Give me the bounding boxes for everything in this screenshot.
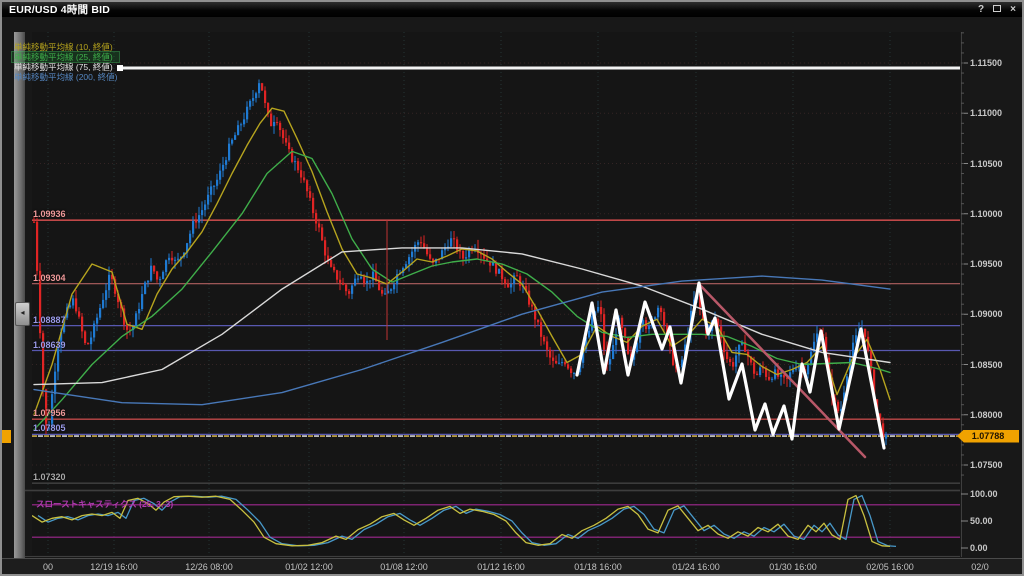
price-level-tag: 1.08887	[33, 314, 66, 325]
legend-item-sma--10-[interactable]: 単純移動平均線 (10, 終値)	[14, 42, 113, 52]
price-level-tag: 1.07320	[33, 472, 66, 483]
time-axis-label: 01/02 12:00	[285, 562, 333, 572]
stochastic-label: スローストキャスティクス (25, 3, 3)	[36, 499, 174, 509]
left-current-price-mark	[2, 430, 11, 443]
legend-item-sma--25-[interactable]: 単純移動平均線 (25, 終値)	[10, 51, 121, 63]
time-axis-label: 12/19 16:00	[90, 562, 138, 572]
time-axis-label: 01/24 16:00	[672, 562, 720, 572]
time-axis-label: 12/26 08:00	[185, 562, 233, 572]
close-button[interactable]: ×	[1010, 3, 1016, 15]
price-axis[interactable]: 1.07788 1.11500 1.11000 1.10500 1.10000 1.09…	[957, 2, 1022, 574]
time-axis[interactable]: 00 12/19 16:00 12/26 08:00 01/02 12:00 01/08…	[2, 558, 1022, 574]
price-axis-label: 1.08500	[970, 359, 1003, 370]
stochastic-axis-label: 0.00	[970, 543, 988, 553]
price-axis-label: 1.08000	[970, 409, 1003, 420]
ma-legend: 単純移動平均線 (10, 終値) 単純移動平均線 (25, 終値) 単純移動平均線 …	[10, 42, 121, 82]
price-axis-label: 1.10000	[970, 208, 1003, 219]
price-axis-label: 1.09000	[970, 309, 1003, 320]
price-axis-label: 1.07500	[970, 460, 1003, 470]
price-level-tag: 1.07805	[33, 423, 66, 434]
price-level-tag: 1.08639	[33, 339, 66, 350]
current-price-badge: 1.07788	[957, 429, 1019, 443]
time-axis-label: 01/30 16:00	[769, 562, 817, 572]
stochastic-axis-label: 100.00	[970, 489, 998, 499]
left-rail-collapse-handle[interactable]: ◂	[15, 302, 30, 326]
help-button[interactable]: ?	[978, 3, 985, 15]
legend-item-sma--75-[interactable]: 単純移動平均線 (75, 終値)	[14, 62, 113, 72]
time-axis-label: 00	[42, 562, 54, 572]
price-axis-label: 1.11000	[970, 108, 1003, 119]
legend-item-sma--200-[interactable]: 単純移動平均線 (200, 終値)	[14, 72, 118, 82]
price-axis-label: 1.09500	[970, 259, 1003, 269]
price-axis-label: 1.11500	[970, 58, 1003, 68]
maximize-button[interactable]	[993, 4, 1002, 15]
price-level-tag: 1.09304	[33, 272, 66, 283]
time-axis-label: 01/12 16:00	[477, 562, 525, 572]
price-level-tag: 1.09936	[33, 209, 66, 220]
price-level-tag: 1.07956	[33, 408, 66, 419]
left-rail	[14, 32, 25, 558]
time-axis-label: 01/18 16:00	[574, 562, 622, 572]
time-axis-label: 01/08 12:00	[380, 562, 428, 572]
time-axis-label: 02/0	[971, 562, 989, 572]
maximize-icon	[993, 4, 1002, 12]
stochastic-axis-label: 50.00	[970, 516, 993, 526]
window-title: EUR/USD 4時間 BID	[9, 4, 111, 16]
price-axis-label: 1.10500	[970, 158, 1003, 169]
time-axis-label: 02/05 16:00	[866, 562, 914, 572]
